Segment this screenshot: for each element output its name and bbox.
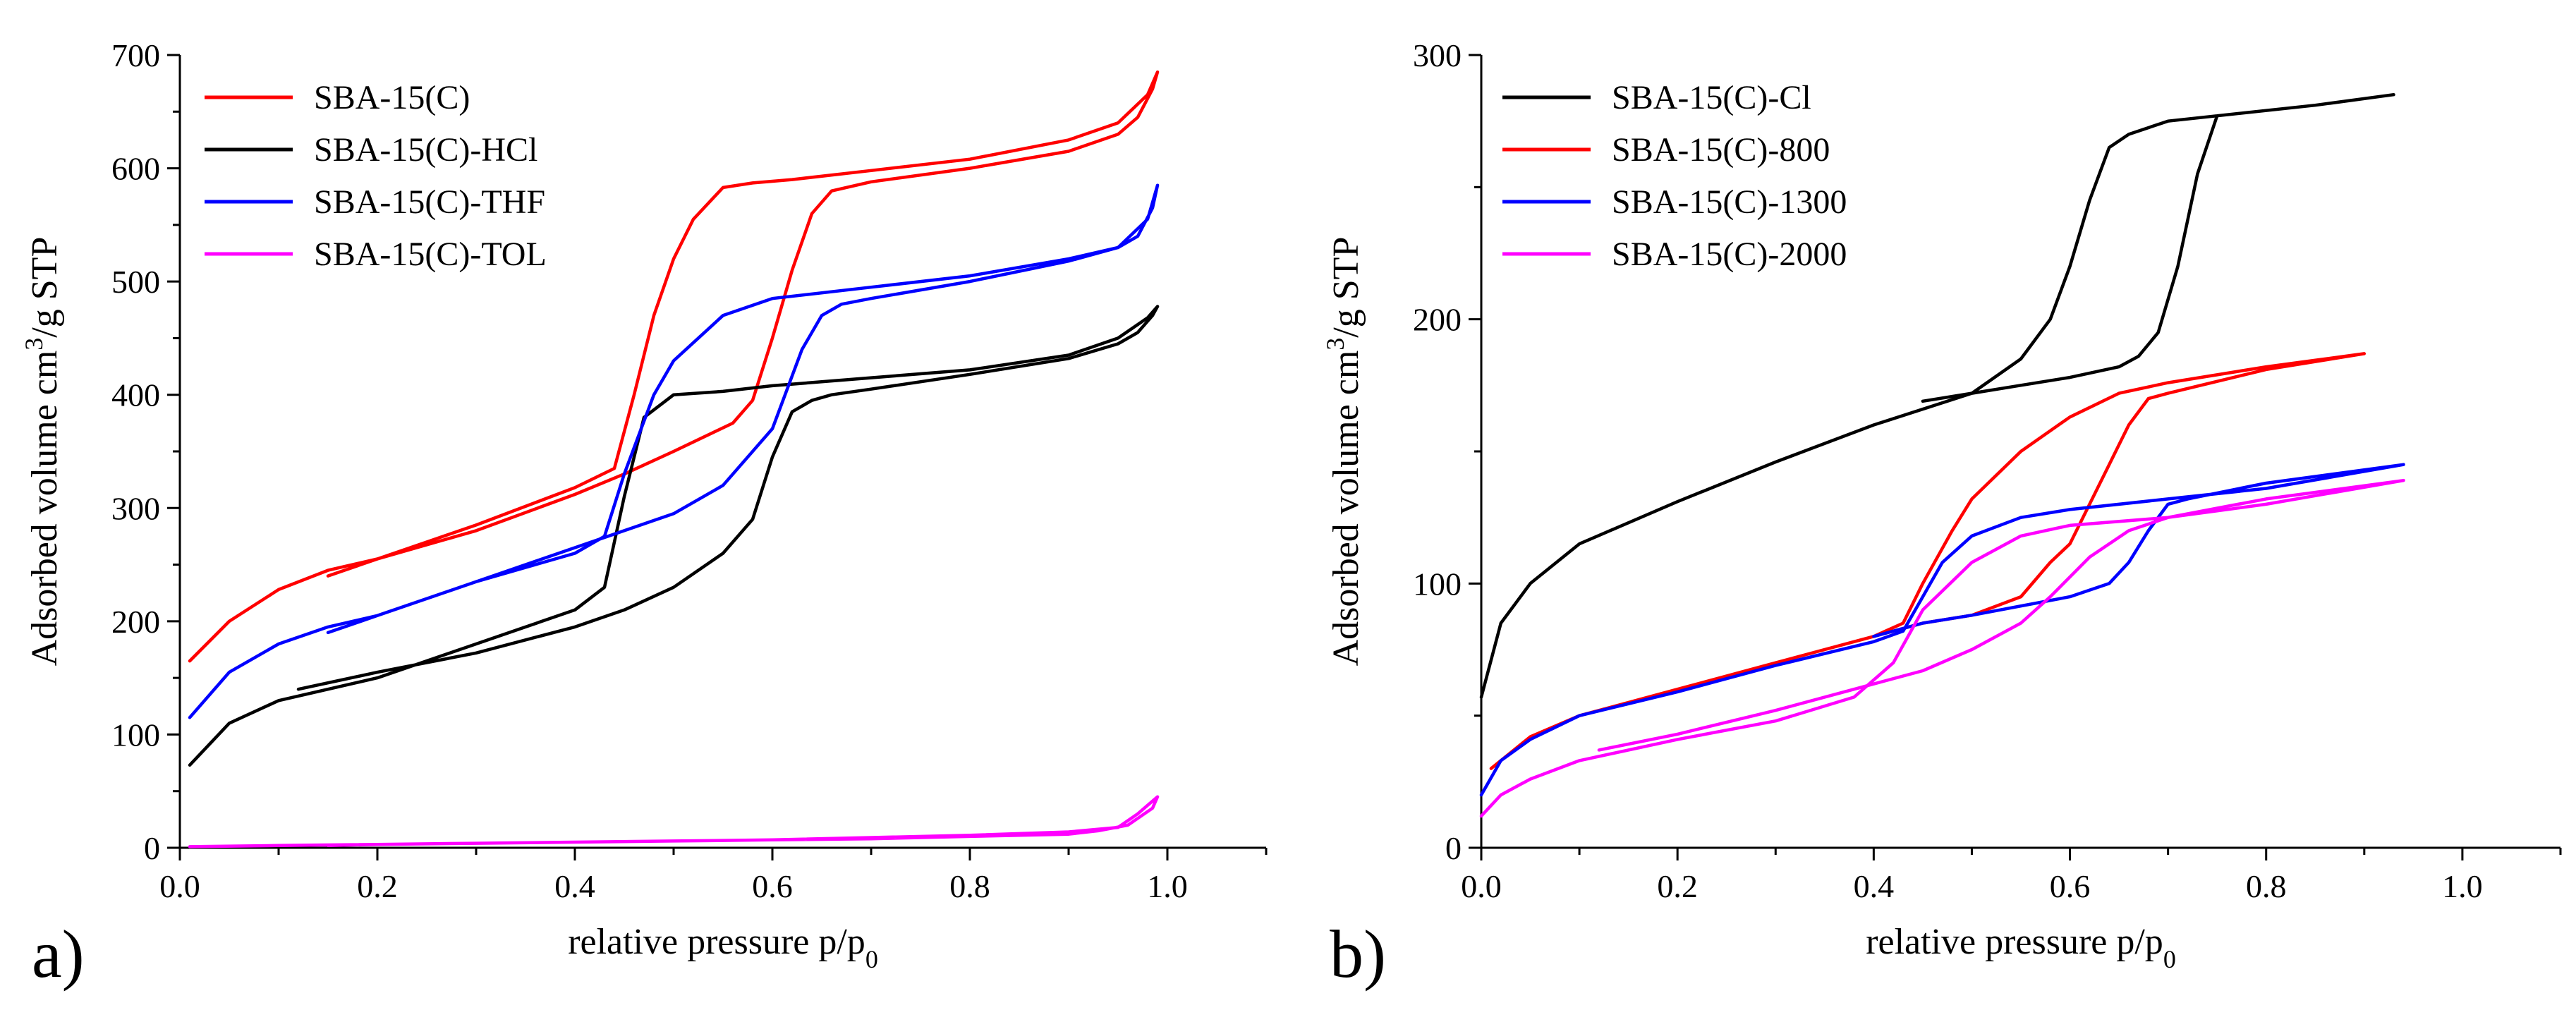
y-tick-label: 0: [144, 830, 160, 866]
x-tick-label: 0.8: [2246, 868, 2287, 904]
legend-label: SBA-15(C)-800: [1612, 131, 1830, 169]
panel-label: a): [32, 916, 85, 992]
x-tick-label: 1.0: [1147, 868, 1188, 904]
y-tick-label: 400: [111, 377, 160, 413]
x-tick-label: 0.4: [554, 868, 595, 904]
legend-label: SBA-15(C)-THF: [314, 183, 545, 221]
y-tick-label: 200: [1413, 302, 1462, 338]
y-tick-label: 600: [111, 151, 160, 187]
y-tick-label: 200: [111, 604, 160, 640]
series-line-SBA-15(C)-800: [1489, 352, 2367, 770]
series-line-SBA-15(C)-2000: [1479, 478, 2405, 818]
series-line-SBA-15(C)-HCl: [188, 305, 1160, 767]
legend: SBA-15(C) SBA-15(C)-HCl SBA-15(C)-THF SBA-1…: [205, 79, 547, 273]
series-line-SBA-15(C)-TOL: [188, 795, 1160, 848]
series-line-SBA-15(C)-1300: [1479, 463, 2405, 797]
legend-label: SBA-15(C)-1300: [1612, 183, 1847, 221]
legend-label: SBA-15(C)-2000: [1612, 236, 1847, 273]
x-tick-label: 1.0: [2442, 868, 2483, 904]
y-axis-title: Adsorbed volume cm3/g STP: [1321, 237, 1366, 667]
x-tick-label: 0.4: [1854, 868, 1895, 904]
x-tick-label: 0.2: [1657, 868, 1698, 904]
x-tick-label: 0.8: [949, 868, 990, 904]
panel-label: b): [1330, 916, 1386, 992]
series-line-SBA-15(C)-Cl: [1479, 92, 2395, 699]
legend-label: SBA-15(C)-Cl: [1612, 79, 1811, 116]
x-tick-label: 0.0: [159, 868, 200, 904]
legend-label: SBA-15(C)-HCl: [314, 131, 537, 169]
series-line-SBA-15(C)-THF: [188, 183, 1160, 719]
series-line-SBA-15(C): [188, 70, 1160, 663]
chart-panel-a: 0.0 0.2 0.4 0.6 0.8 1.0 0 100 200 300 400 500 600 700…: [20, 37, 1268, 992]
y-tick-label: 100: [111, 717, 160, 753]
y-tick-label: 700: [111, 37, 160, 73]
x-tick-label: 0.6: [2050, 868, 2091, 904]
chart-panel-b: 0.0 0.2 0.4 0.6 0.8 1.0 0 100 200 300 relative pre…: [1321, 37, 2562, 992]
x-axis-title: relative pressure p/p0: [1866, 922, 2176, 973]
legend: SBA-15(C)-Cl SBA-15(C)-800 SBA-15(C)-1300 S…: [1502, 79, 1847, 273]
y-tick-label: 0: [1445, 830, 1462, 866]
y-tick-label: 300: [111, 490, 160, 526]
y-tick-label: 500: [111, 264, 160, 300]
x-tick-label: 0.6: [752, 868, 793, 904]
y-tick-label: 100: [1413, 566, 1462, 602]
x-tick-label: 0.0: [1461, 868, 1502, 904]
x-axis-title: relative pressure p/p0: [568, 922, 878, 973]
x-tick-label: 0.2: [357, 868, 398, 904]
y-axis-title: Adsorbed volume cm3/g STP: [20, 237, 65, 667]
legend-label: SBA-15(C): [314, 79, 470, 116]
y-tick-label: 300: [1413, 37, 1462, 73]
legend-label: SBA-15(C)-TOL: [314, 236, 547, 273]
